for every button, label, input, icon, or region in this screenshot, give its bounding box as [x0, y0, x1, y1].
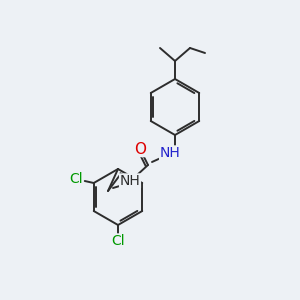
Text: NH: NH — [120, 174, 140, 188]
Text: NH: NH — [160, 146, 180, 160]
Text: Cl: Cl — [111, 234, 125, 248]
Text: Cl: Cl — [69, 172, 82, 186]
Text: O: O — [134, 142, 146, 157]
